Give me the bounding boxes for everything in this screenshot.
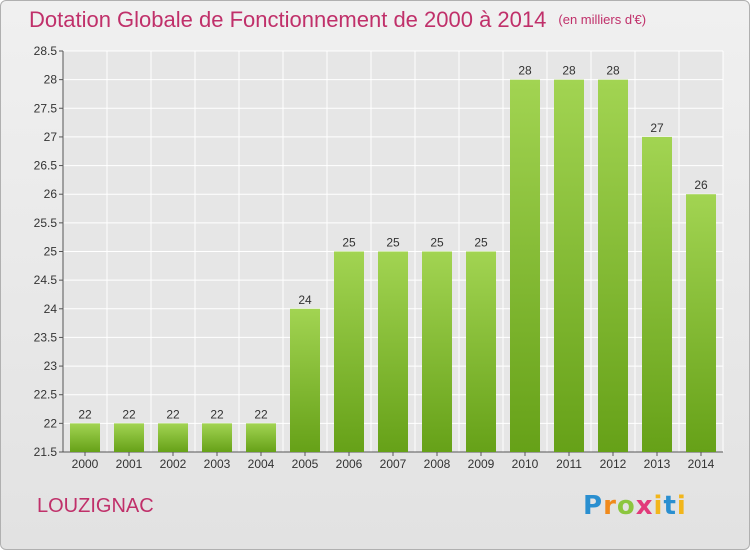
bar <box>246 423 276 452</box>
logo-letter: x <box>635 491 654 521</box>
y-tick-label: 26 <box>44 187 58 201</box>
x-tick-label: 2003 <box>204 457 231 471</box>
x-tick-label: 2007 <box>380 457 407 471</box>
bar-value-label: 22 <box>210 407 224 421</box>
bar-value-label: 22 <box>166 407 180 421</box>
y-tick-label: 24.5 <box>34 273 58 287</box>
x-tick-label: 2000 <box>72 457 99 471</box>
y-tick-label: 27.5 <box>34 101 58 115</box>
bar-value-label: 26 <box>694 178 708 192</box>
bar <box>554 79 584 453</box>
bar-layer <box>70 79 716 453</box>
chart-unit: (en milliers d'€) <box>558 12 647 27</box>
bar-value-label: 25 <box>430 236 444 250</box>
logo-letter: o <box>616 491 636 521</box>
commune-name: LOUZIGNAC <box>37 495 154 517</box>
bar-value-label: 27 <box>650 121 664 135</box>
y-tick-label: 22 <box>44 416 58 430</box>
x-tick-label: 2004 <box>248 457 275 471</box>
x-tick-label: 2002 <box>160 457 187 471</box>
x-tick-label: 2001 <box>116 457 143 471</box>
bar <box>114 423 144 452</box>
x-tick-label: 2012 <box>600 457 627 471</box>
axis-layer: 21.5 22 22.5 23 23.5 24 24.5 25 25.5 26 26.5 27 27.5… <box>34 44 723 459</box>
bar-value-label: 28 <box>562 64 576 78</box>
bar <box>158 423 188 452</box>
y-tick-label: 23 <box>44 359 58 373</box>
bar-value-label: 22 <box>254 407 268 421</box>
y-tick-label: 27 <box>44 130 58 144</box>
bar <box>642 136 672 452</box>
logo-letter: r <box>603 491 617 521</box>
x-tick-label: 2014 <box>688 457 715 471</box>
y-tick-label: 28 <box>44 73 58 87</box>
logo-letter: P <box>583 491 604 521</box>
bar <box>510 79 540 453</box>
x-tick-label: 2005 <box>292 457 319 471</box>
x-tick-label: 2013 <box>644 457 671 471</box>
bar-value-label: 25 <box>474 236 488 250</box>
y-tick-label: 23.5 <box>34 330 58 344</box>
bar <box>70 423 100 452</box>
x-tick-label: 2009 <box>468 457 495 471</box>
bar-value-label: 25 <box>342 236 356 250</box>
bar <box>202 423 232 452</box>
y-tick-label: 25 <box>44 245 58 259</box>
bar <box>290 308 320 452</box>
bar-value-label: 24 <box>298 293 312 307</box>
bar-value-label: 28 <box>606 64 620 78</box>
x-tick-label: 2008 <box>424 457 451 471</box>
x-tick-label: 2010 <box>512 457 539 471</box>
chart-title-text: Dotation Globale de Fonctionnement de 20… <box>29 7 547 32</box>
proxiti-logo: Proxiti <box>583 491 687 521</box>
logo-letter: t <box>663 491 677 521</box>
label-layer: 22 2000 22 2001 22 2002 22 2003 22 2004 24 2005 25 20… <box>72 64 715 471</box>
y-tick-label: 28.5 <box>34 44 58 58</box>
y-tick-label: 21.5 <box>34 445 58 459</box>
bar <box>378 251 408 452</box>
logo-letter: i <box>676 491 687 521</box>
chart-title: Dotation Globale de Fonctionnement de 20… <box>29 7 646 33</box>
y-tick-label: 26.5 <box>34 159 58 173</box>
y-tick-label: 24 <box>44 302 58 316</box>
bar <box>422 251 452 452</box>
logo-letter: i <box>653 491 664 521</box>
bar-value-label: 25 <box>386 236 400 250</box>
bar <box>466 251 496 452</box>
bar <box>598 79 628 453</box>
x-tick-label: 2011 <box>556 457 582 471</box>
y-tick-label: 25.5 <box>34 216 58 230</box>
x-tick-label: 2006 <box>336 457 363 471</box>
bar <box>686 194 716 452</box>
y-tick-label: 22.5 <box>34 388 58 402</box>
bar-value-label: 22 <box>78 407 92 421</box>
bar <box>334 251 364 452</box>
bar-value-label: 28 <box>518 64 532 78</box>
bar-value-label: 22 <box>122 407 136 421</box>
